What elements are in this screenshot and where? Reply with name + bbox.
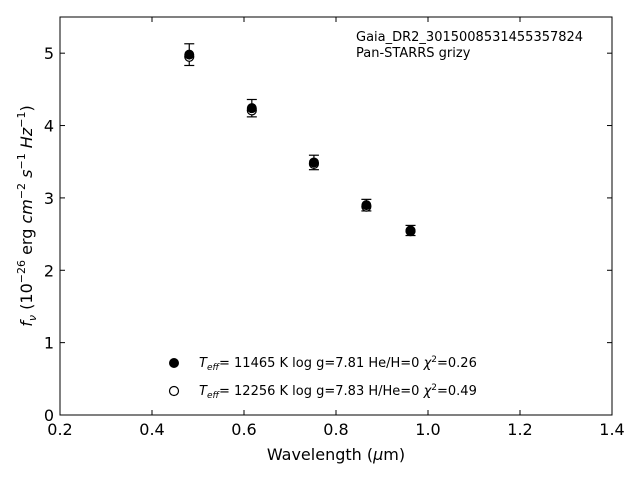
filled-circle-point <box>308 157 319 168</box>
filled-circle-point <box>184 49 195 60</box>
y-tick-label: 4 <box>44 117 54 136</box>
y-tick-label: 2 <box>44 261 54 280</box>
y-tick-label: 1 <box>44 334 54 353</box>
y-axis-ticks: 0 1 2 3 4 5 <box>44 44 612 425</box>
series-points <box>184 49 416 237</box>
x-axis-label: Wavelength (μm) <box>267 445 405 464</box>
legend-label-series-2: Teff= 12256 K log g=7.83 H/He=0 χ2=0.49 <box>199 383 477 401</box>
filled-circle-point <box>361 200 372 211</box>
y-tick-label: 5 <box>44 44 54 63</box>
x-tick-label: 0.6 <box>231 420 256 439</box>
y-tick-label: 3 <box>44 189 54 208</box>
filled-circle-point <box>405 225 416 236</box>
y-axis-label: fν (10−26 erg cm−2 s−1 Hz−1) <box>15 105 39 326</box>
x-axis-ticks: 0.2 0.4 0.6 0.8 1.0 1.2 1.4 <box>47 17 625 439</box>
x-tick-label: 1.2 <box>507 420 532 439</box>
legend: Teff= 11465 K log g=7.81 He/H=0 χ2=0.26 … <box>168 355 477 401</box>
legend-marker-filled <box>169 358 179 368</box>
annotation-source-id: Gaia_DR2_3015008531455357824 <box>356 30 583 45</box>
x-tick-label: 1.4 <box>599 420 624 439</box>
legend-marker-open <box>168 385 180 397</box>
error-bars <box>184 43 416 237</box>
annotation-survey: Pan-STARRS grizy <box>356 46 471 61</box>
x-tick-label: 1.0 <box>415 420 440 439</box>
x-tick-label: 0.4 <box>139 420 164 439</box>
x-tick-label: 0.2 <box>47 420 72 439</box>
x-tick-label: 0.8 <box>323 420 348 439</box>
y-tick-label: 0 <box>44 406 54 425</box>
legend-label-series-1: Teff= 11465 K log g=7.81 He/H=0 χ2=0.26 <box>199 355 477 373</box>
filled-circle-point <box>246 103 257 114</box>
